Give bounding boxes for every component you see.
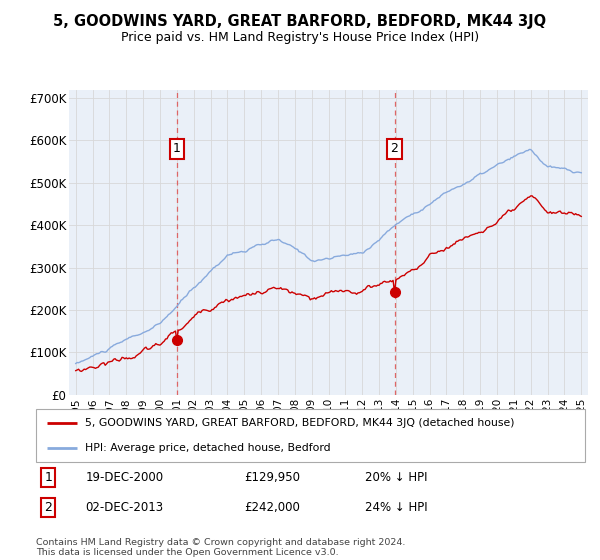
Text: 5, GOODWINS YARD, GREAT BARFORD, BEDFORD, MK44 3JQ: 5, GOODWINS YARD, GREAT BARFORD, BEDFORD… bbox=[53, 14, 547, 29]
Text: HPI: Average price, detached house, Bedford: HPI: Average price, detached house, Bedf… bbox=[85, 442, 331, 452]
Text: £129,950: £129,950 bbox=[245, 471, 301, 484]
Text: 19-DEC-2000: 19-DEC-2000 bbox=[85, 471, 164, 484]
Text: 1: 1 bbox=[173, 142, 181, 156]
Text: Price paid vs. HM Land Registry's House Price Index (HPI): Price paid vs. HM Land Registry's House … bbox=[121, 31, 479, 44]
Text: 02-DEC-2013: 02-DEC-2013 bbox=[85, 501, 164, 514]
Text: 1: 1 bbox=[44, 471, 52, 484]
Text: 2: 2 bbox=[44, 501, 52, 514]
Text: Contains HM Land Registry data © Crown copyright and database right 2024.
This d: Contains HM Land Registry data © Crown c… bbox=[36, 538, 406, 557]
FancyBboxPatch shape bbox=[36, 409, 585, 462]
Text: 2: 2 bbox=[391, 142, 398, 156]
Text: 24% ↓ HPI: 24% ↓ HPI bbox=[365, 501, 428, 514]
Text: 20% ↓ HPI: 20% ↓ HPI bbox=[365, 471, 428, 484]
Text: £242,000: £242,000 bbox=[245, 501, 301, 514]
Text: 5, GOODWINS YARD, GREAT BARFORD, BEDFORD, MK44 3JQ (detached house): 5, GOODWINS YARD, GREAT BARFORD, BEDFORD… bbox=[85, 418, 515, 428]
